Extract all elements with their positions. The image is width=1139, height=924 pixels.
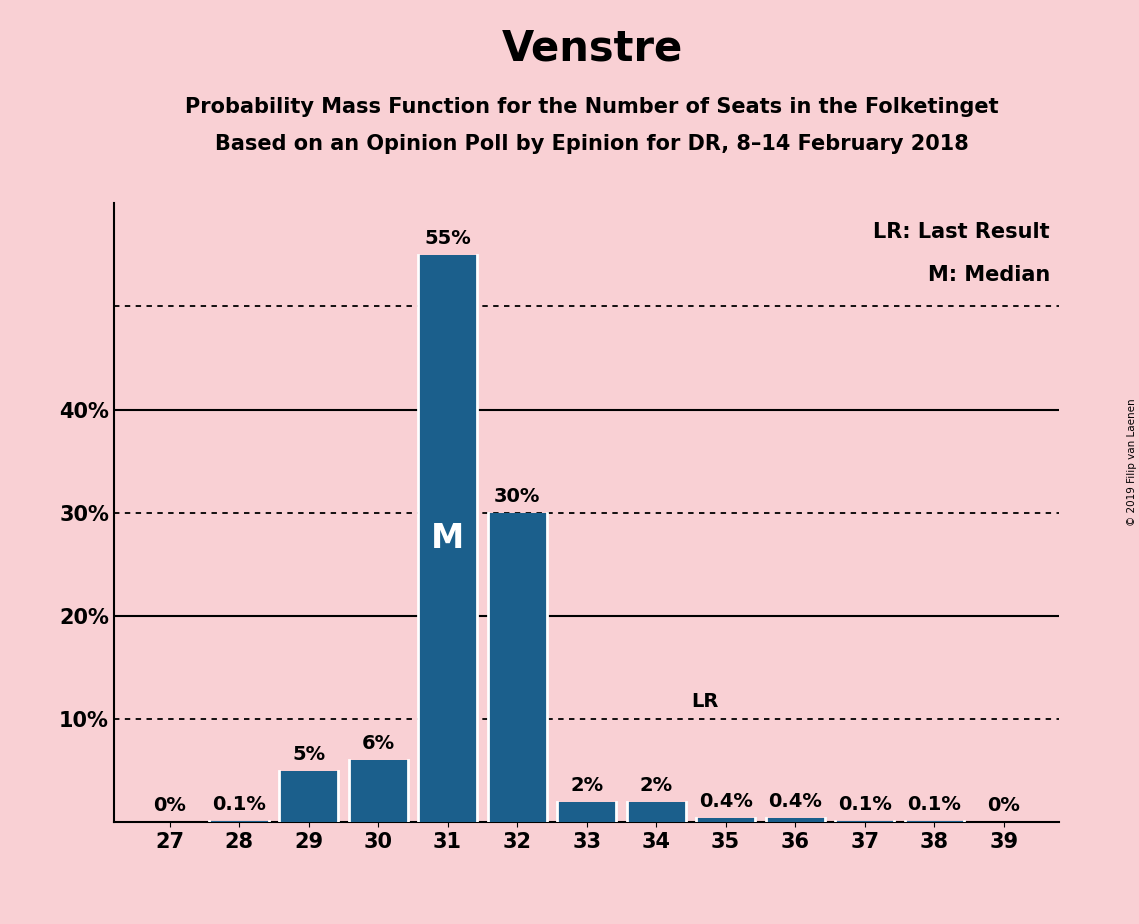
Text: LR: Last Result: LR: Last Result [874, 222, 1050, 242]
Text: 6%: 6% [361, 735, 394, 753]
Text: 0.1%: 0.1% [907, 796, 961, 814]
Text: 2%: 2% [570, 775, 604, 795]
Bar [279, 771, 338, 822]
Text: 0%: 0% [988, 796, 1021, 815]
Bar [418, 255, 477, 822]
Bar [904, 821, 964, 822]
Text: © 2019 Filip van Laenen: © 2019 Filip van Laenen [1126, 398, 1137, 526]
Bar [557, 802, 616, 822]
Text: 0.1%: 0.1% [212, 796, 267, 814]
Text: 0.4%: 0.4% [768, 792, 822, 811]
Bar [696, 819, 755, 822]
Bar [835, 821, 894, 822]
Text: Venstre: Venstre [501, 28, 683, 69]
Text: 0.1%: 0.1% [837, 796, 892, 814]
Text: M: M [431, 522, 465, 555]
Text: 55%: 55% [424, 228, 470, 248]
Text: Probability Mass Function for the Number of Seats in the Folketinget: Probability Mass Function for the Number… [186, 97, 999, 117]
Text: 0%: 0% [153, 796, 186, 815]
Bar [765, 819, 825, 822]
Text: LR: LR [691, 692, 719, 711]
Bar [210, 821, 269, 822]
Bar [349, 760, 408, 822]
Bar [626, 802, 686, 822]
Bar [487, 513, 547, 822]
Text: M: Median: M: Median [927, 265, 1050, 286]
Text: 30%: 30% [494, 487, 540, 505]
Text: Based on an Opinion Poll by Epinion for DR, 8–14 February 2018: Based on an Opinion Poll by Epinion for … [215, 134, 969, 154]
Text: 0.4%: 0.4% [698, 792, 753, 811]
Text: 5%: 5% [292, 745, 325, 763]
Text: 2%: 2% [639, 775, 673, 795]
